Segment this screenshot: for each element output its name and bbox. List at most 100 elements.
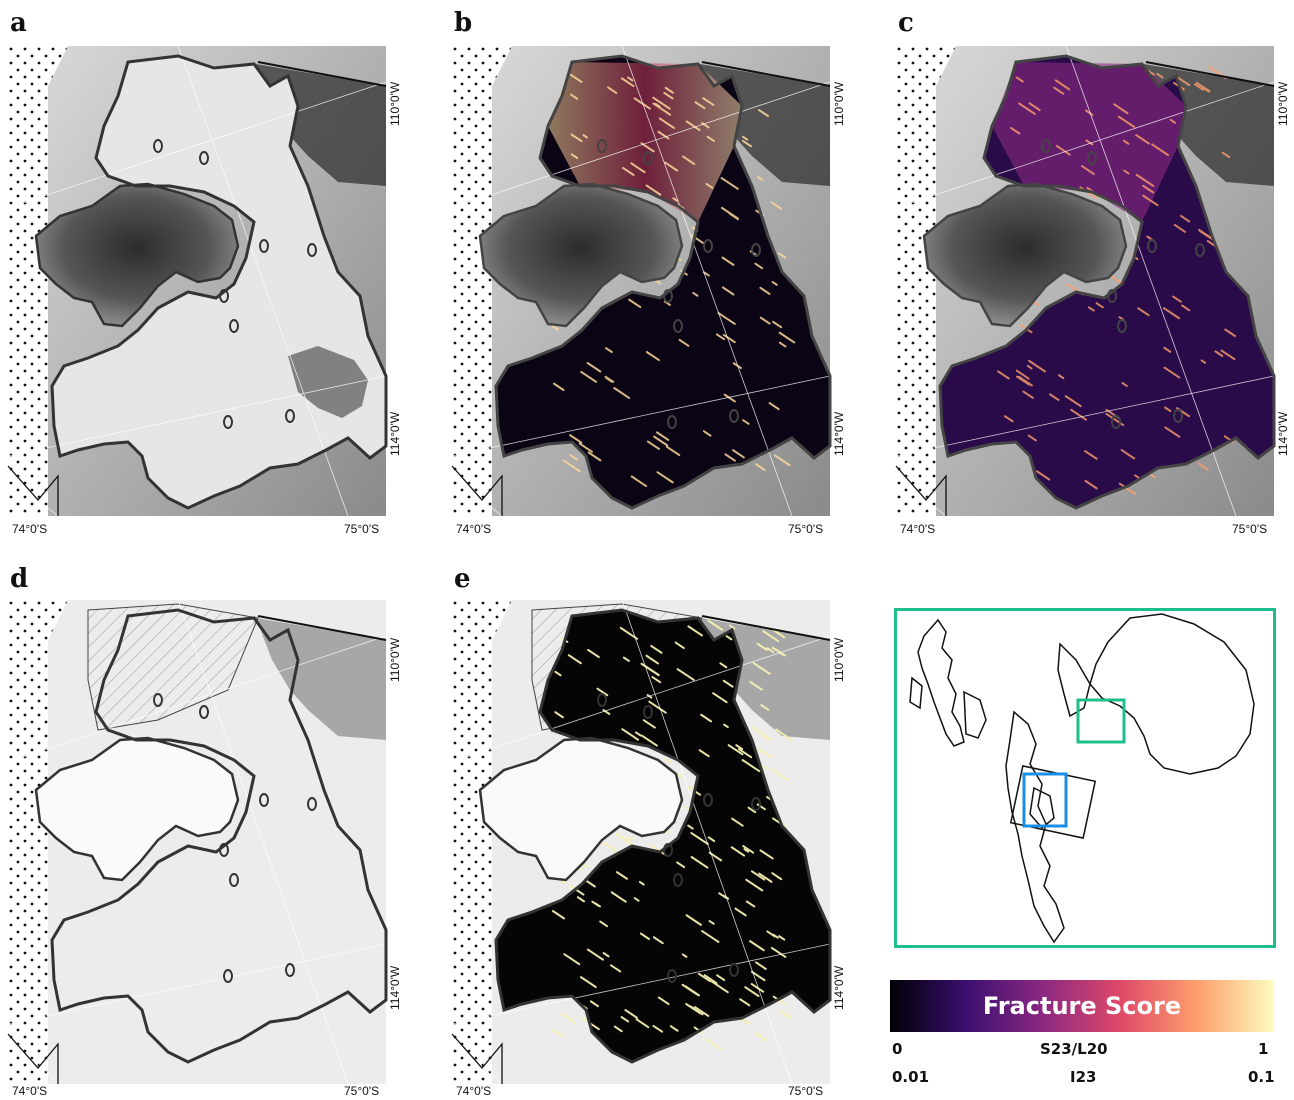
locator-highlight-box [1022,772,1068,828]
ice-rise-outline [667,415,677,429]
ice-rise-outline [703,793,713,807]
locator-study-box [1076,698,1126,744]
lat-label-left-c: 74°0'S [900,522,936,536]
ice-shelf-outline [50,608,388,1064]
binary-fracture-map [496,610,830,1062]
lat-label-left-b: 74°0'S [456,522,492,536]
high-fracture-zone [548,62,742,222]
ice-rise-outline [667,969,677,983]
ice-rise-outline [751,243,761,257]
colorbar-row2-min: 0.01 [892,1068,930,1086]
ice-rise-outline [219,843,229,857]
ice-rise-outline [223,415,233,429]
lat-label-left-a: 74°0'S [12,522,48,536]
colorbar-gradient [890,980,1274,1032]
ice-rise-outline [229,873,239,887]
boundary-lines [451,61,831,516]
ice-rise-outline [259,793,269,807]
lon-label-top-c: 110°0'W [1276,81,1290,126]
ice-rise-outline [1195,243,1205,257]
peninsula-outline [1005,710,1065,944]
lon-label-bottom-c: 114°0'W [1276,411,1290,456]
ice-rise-outline [1087,151,1097,165]
colorbar-title: Fracture Score [982,992,1182,1020]
ice-rise-outline [153,693,163,707]
ice-rise-outline [673,319,683,333]
map-panel-d [7,599,388,1085]
ice-rise-outline [229,319,239,333]
ice-rise-outline [259,239,269,253]
island-outline [922,182,1128,328]
lat-label-right-a: 75°0'S [344,522,380,536]
colorbar-row1-min: 0 [892,1040,903,1058]
island-outline [34,182,240,328]
lon-label-top-b: 110°0'W [832,81,846,126]
island-secondary [288,346,368,418]
ice-shelf-outline [494,608,832,1064]
lon-label-bottom-a: 114°0'W [388,411,402,456]
boundary-lines [895,61,1275,516]
graticule [895,45,1275,517]
ice-rise-outline [1111,415,1121,429]
ice-rise-outline [285,963,295,977]
ice-shelf-outline [938,54,1276,510]
ice-shelf-outline [494,54,832,510]
ice-rise-outline [219,289,229,303]
ice-rise-outline [597,693,607,707]
colorbar-row2-max: 0.1 [1248,1068,1275,1086]
ice-shelf-outline [50,54,388,510]
south-america-outline [909,618,987,747]
ice-rise-outline [307,243,317,257]
lat-label-right-b: 75°0'S [788,522,824,536]
island [36,184,238,326]
graticule [7,45,387,517]
ice-rise-outline [673,873,683,887]
ice-rise-outline [643,151,653,165]
colorbar-row1-label: S23/L20 [1040,1040,1108,1058]
ice-rise-outline [1173,409,1183,423]
ice-rise-outline [1107,289,1117,303]
lon-label-top-d: 110°0'W [388,637,402,682]
mountain-range [256,618,386,740]
no-data-hatch [87,603,259,731]
island-outline [478,182,684,328]
map-panel-c [895,45,1276,517]
colorbar-row1-max: 1 [1258,1040,1269,1058]
island [480,184,682,326]
lat-label-left-e: 74°0'S [456,1084,492,1098]
ice-rise-outline [597,139,607,153]
ice-rise-outline [1147,239,1157,253]
ice-rise-outline [307,797,317,811]
ice-rise-outline [1041,139,1051,153]
ice-rise-outline [153,139,163,153]
lon-label-bottom-e: 114°0'W [832,965,846,1010]
graticule [7,599,387,1085]
lon-label-top-e: 110°0'W [832,637,846,682]
locator-frame [894,608,1276,948]
locator-map [894,608,1276,948]
island-outline [34,736,240,882]
lon-label-bottom-b: 114°0'W [832,411,846,456]
ice-rise-outline [751,797,761,811]
ice-rise-outline [729,409,739,423]
ice-rise-outline [729,963,739,977]
ice-rise-outline [199,705,209,719]
panel-letter-c: c [898,8,914,38]
colorbar-row2-label: I23 [1070,1068,1097,1086]
map-panel-b [451,45,832,517]
ice-rise-outline [643,705,653,719]
ice-rise-outline [285,409,295,423]
ice-rise-outline [703,239,713,253]
map-panel-a [7,45,388,517]
lat-label-left-d: 74°0'S [12,1084,48,1098]
ice-rise-outline [663,289,673,303]
lon-label-top-a: 110°0'W [388,81,402,126]
boundary-lines [451,615,831,1084]
lon-label-bottom-d: 114°0'W [388,965,402,1010]
graticule [451,599,831,1085]
fracture-streaks [551,619,793,1051]
lat-label-right-e: 75°0'S [788,1084,824,1098]
map-panel-e [451,599,832,1085]
boundary-lines [7,615,387,1084]
island-outline [478,736,684,882]
